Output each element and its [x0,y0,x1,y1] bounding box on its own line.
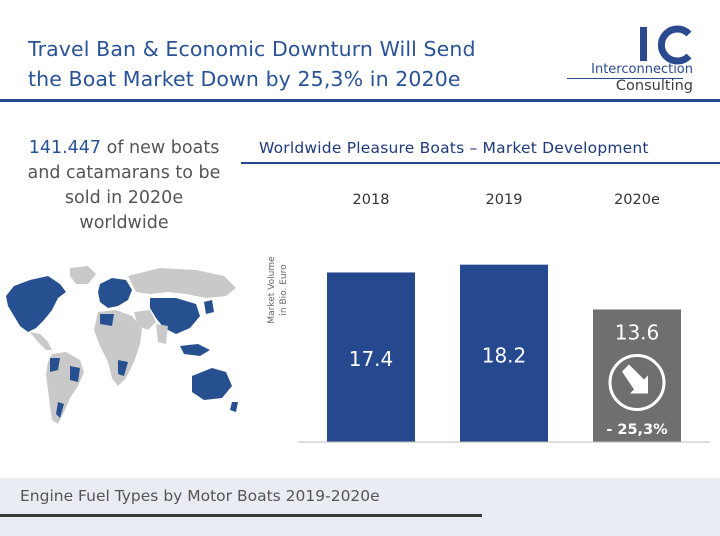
logo-c-stroke [657,25,692,65]
y-axis-label-line-1: Market Volume [267,256,277,324]
bar-chart: Market Volume in Bio. Euro 2018 17.4 2019 1… [267,192,710,443]
map-new-zealand [230,402,238,412]
value-label-2018: 17.4 [349,347,394,371]
headline-line-4: worldwide [79,213,169,233]
world-map-icon [6,266,238,424]
page-title-line-2: the Boat Market Down by 25,3% in 2020e [28,67,461,91]
map-central-america [30,332,52,350]
section-title-underline [0,514,482,517]
headline-line-2: and catamarans to be [27,163,221,183]
chart-title-divider [241,162,720,164]
value-label-2020e: 13.6 [615,320,660,344]
map-india [156,324,168,344]
headline-number: 141.447 [28,138,102,158]
map-asia-blue [150,298,200,334]
decline-arrow-icon [622,364,648,394]
map-europe [98,278,132,308]
category-label-2018: 2018 [353,192,390,208]
y-axis-label-line-2: in Bio. Euro [279,264,289,316]
logo-i-stroke [640,27,647,61]
category-label-2020e: 2020e [614,192,660,208]
headline-line-3: sold in 2020e [64,188,184,208]
category-label-2019: 2019 [486,192,523,208]
headline-block: 141.447 of new boats and catamarans to b… [6,136,242,236]
map-north-america [6,276,66,332]
decline-arrow-circle-icon [608,353,666,411]
map-indonesia [180,344,210,356]
section-title: Engine Fuel Types by Motor Boats 2019-20… [20,487,380,505]
change-label: - 25,3% [606,422,668,438]
bar-2018 [327,272,415,442]
header-divider [0,99,720,102]
bottom-band [0,478,720,536]
logo-text-line-2: Consulting [615,78,693,94]
map-japan [204,300,214,314]
map-africa-blue-1 [100,314,114,326]
map-south-america-blue-2 [70,366,80,382]
map-south-america-blue-1 [50,358,60,372]
value-label-2019: 18.2 [482,343,527,367]
page-title-line-1: Travel Ban & Economic Downturn Will Send [28,37,476,61]
headline-line-1: 141.447 of new boats [6,136,242,161]
page-title: Travel Ban & Economic Downturn Will Send… [28,34,548,94]
logo-text-line-1: Interconnection [591,62,693,77]
map-africa [94,310,142,386]
headline-text-1: of new boats [101,138,220,158]
map-russia [128,268,236,298]
map-south-america-blue-3 [56,402,64,418]
map-australia [192,368,232,400]
logo-divider [567,78,683,79]
map-africa-blue-2 [118,360,128,376]
ic-logo-mark [640,25,692,65]
chart-title: Worldwide Pleasure Boats – Market Develo… [259,139,649,157]
map-greenland [70,266,96,284]
map-middle-east [134,310,156,330]
bar-2019 [460,264,548,442]
